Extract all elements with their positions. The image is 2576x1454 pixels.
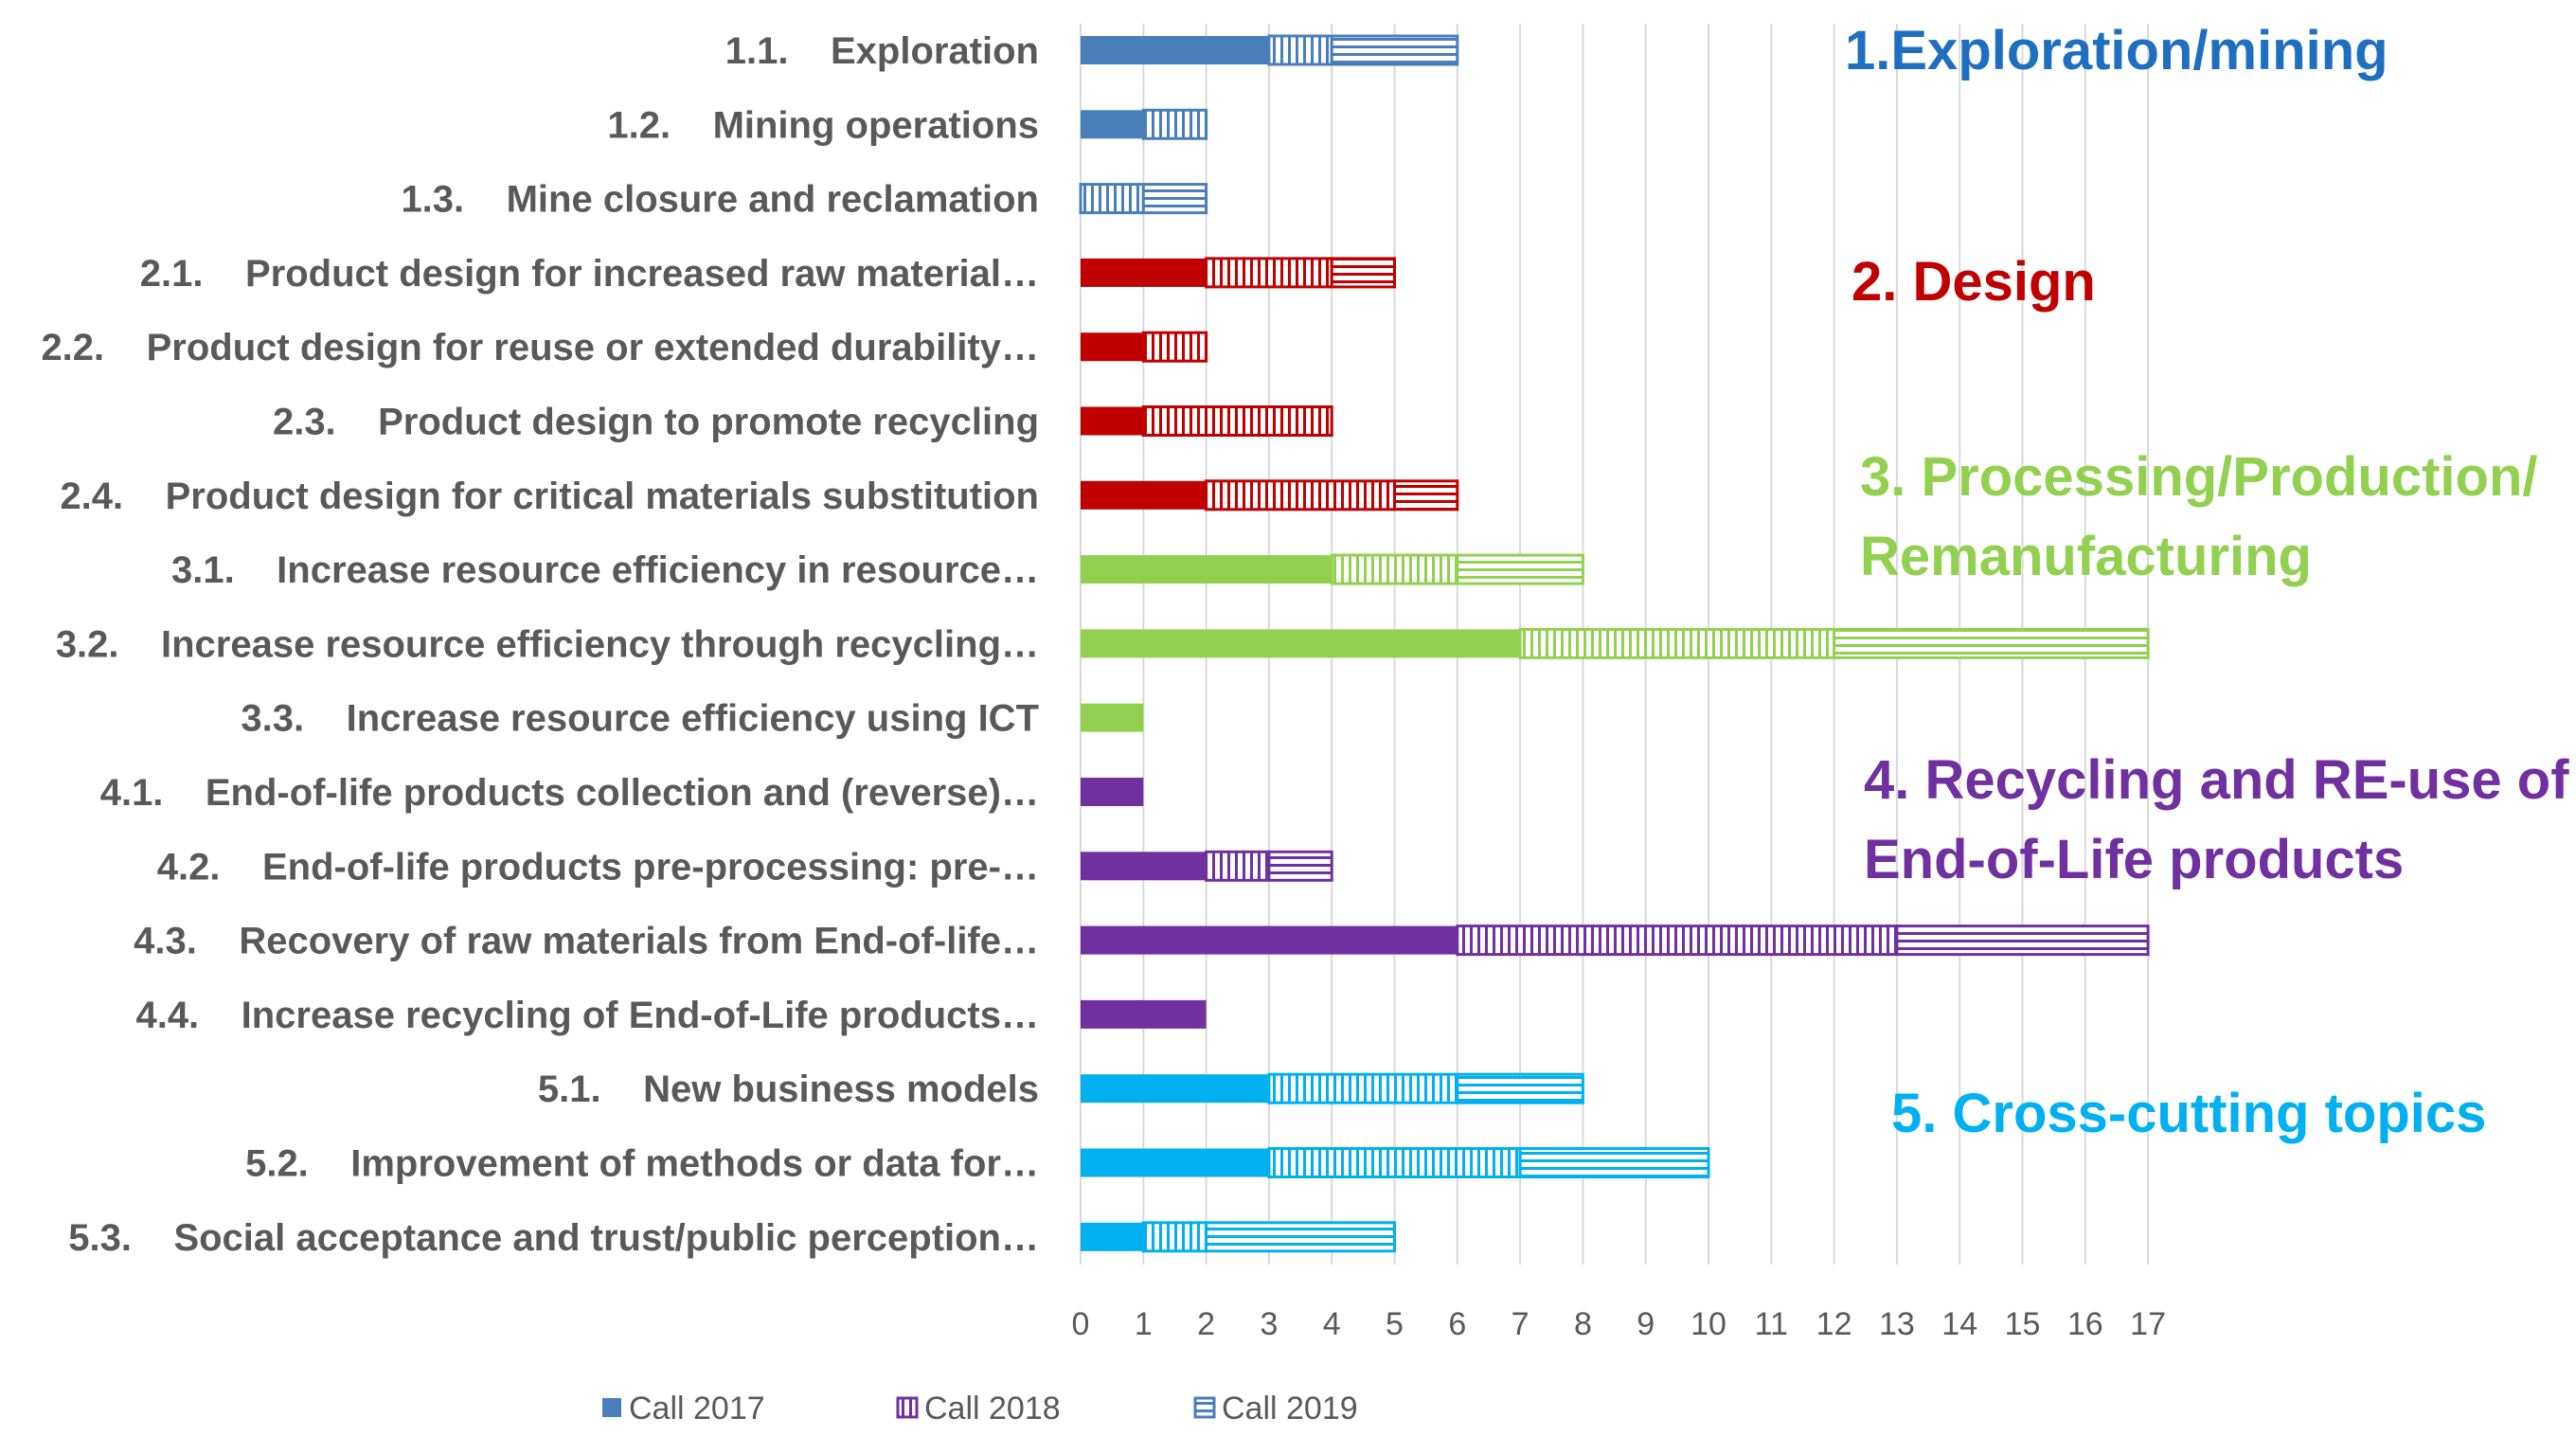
bar-call-2018-row-1 — [1267, 34, 1333, 66]
x-tick-label: 2 — [1197, 1306, 1215, 1342]
group-label-3-line-2: Remanufacturing — [1860, 526, 2312, 587]
bar-call-2017-row-2 — [1081, 110, 1144, 139]
bar-call-2019-row-13 — [1895, 924, 2150, 957]
bar-call-2018-row-6 — [1141, 405, 1333, 437]
x-tick-label: 9 — [1637, 1306, 1655, 1342]
bar-call-2017-row-9 — [1081, 629, 1521, 658]
group-label-4-line-1: 4. Recycling and RE-use of — [1864, 749, 2569, 811]
bar-call-2018-row-12 — [1205, 850, 1271, 882]
category-label: 4.3. Recovery of raw materials from End-… — [134, 921, 1039, 962]
bar-call-2018-row-4 — [1205, 257, 1333, 289]
x-tick-label: 16 — [2067, 1306, 2103, 1342]
x-tick-label: 10 — [1690, 1306, 1726, 1342]
bar-call-2017-row-11 — [1081, 778, 1144, 806]
category-label: 2.4. Product design for critical materia… — [60, 476, 1039, 517]
bar-call-2017-row-16 — [1081, 1148, 1269, 1177]
legend-swatch-call-2017 — [602, 1398, 621, 1417]
bar-call-2017-row-7 — [1081, 480, 1207, 510]
category-label: 3.2. Increase resource efficiency throug… — [56, 623, 1039, 665]
category-labels: 1.1. Exploration 1.2. Mining operations 1.… — [41, 30, 1039, 1259]
bar-call-2017-row-4 — [1081, 258, 1207, 287]
x-tick-label: 17 — [2130, 1306, 2166, 1342]
category-label: 2.3. Product design to promote recycling — [273, 402, 1039, 443]
bar-call-2017-row-8 — [1081, 555, 1333, 584]
bar-call-2019-row-7 — [1393, 479, 1459, 512]
bar-call-2019-row-15 — [1456, 1072, 1584, 1104]
category-label: 3.1. Increase resource efficiency in res… — [171, 549, 1039, 591]
group-label-5-line-1: 5. Cross-cutting topics — [1891, 1083, 2486, 1144]
bar-call-2018-row-16 — [1267, 1147, 1522, 1178]
bar-call-2018-row-17 — [1141, 1221, 1208, 1253]
group-label-2-line-1: 2. Design — [1852, 251, 2096, 313]
bar-call-2017-row-10 — [1081, 703, 1144, 732]
x-tick-label: 11 — [1755, 1306, 1788, 1342]
category-label: 5.3. Social acceptance and trust/public … — [68, 1217, 1039, 1259]
legend-label-call-2017: Call 2017 — [629, 1391, 765, 1427]
bar-call-2018-row-5 — [1141, 331, 1208, 363]
category-label: 5.2. Improvement of methods or data for… — [245, 1143, 1039, 1185]
category-label: 2.1. Product design for increased raw ma… — [140, 253, 1039, 295]
x-tick-label: 13 — [1879, 1306, 1915, 1342]
legend-label-call-2018: Call 2018 — [924, 1391, 1061, 1427]
category-label: 3.3. Increase resource efficiency using … — [241, 698, 1039, 740]
legend-swatch-call-2018 — [896, 1396, 919, 1419]
bar-call-2017-row-5 — [1081, 332, 1144, 362]
bar-call-2018-row-8 — [1330, 553, 1459, 585]
legend: Call 2017 Call 2018 Call 2019 — [602, 1391, 1358, 1427]
x-tick-label: 12 — [1816, 1306, 1852, 1342]
bar-call-2019-row-16 — [1518, 1147, 1710, 1178]
x-tick-label: 4 — [1323, 1306, 1341, 1342]
bar-call-2019-row-1 — [1330, 34, 1459, 66]
legend-label-call-2019: Call 2019 — [1222, 1391, 1358, 1427]
bar-call-2019-row-9 — [1833, 627, 2150, 659]
bar-call-2019-row-12 — [1267, 850, 1333, 882]
group-label-3-line-1: 3. Processing/Production/ — [1860, 446, 2537, 508]
bar-call-2017-row-1 — [1081, 36, 1269, 64]
bar-call-2017-row-15 — [1081, 1074, 1269, 1104]
bar-call-2018-row-15 — [1267, 1072, 1459, 1104]
x-tick-label: 8 — [1574, 1306, 1592, 1342]
bar-call-2018-row-3 — [1079, 183, 1145, 215]
x-tick-label: 5 — [1386, 1306, 1404, 1342]
bars — [1079, 34, 2150, 1253]
bar-call-2017-row-17 — [1081, 1222, 1144, 1251]
x-tick-label: 15 — [2005, 1306, 2041, 1342]
category-label: 4.4. Increase recycling of End-of-Life p… — [135, 995, 1039, 1036]
group-label-4-line-2: End-of-Life products — [1864, 829, 2404, 890]
category-label: 1.3. Mine closure and reclamation — [401, 179, 1039, 221]
group-label-1-line-1: 1.Exploration/mining — [1845, 20, 2388, 81]
bar-call-2017-row-6 — [1081, 406, 1144, 436]
bar-call-2017-row-12 — [1081, 852, 1207, 881]
bar-call-2018-row-7 — [1205, 479, 1396, 512]
category-label: 1.2. Mining operations — [607, 104, 1039, 146]
x-tick-label: 6 — [1448, 1306, 1466, 1342]
category-label: 4.1. End-of-life products collection and… — [100, 772, 1039, 814]
bar-call-2018-row-9 — [1518, 627, 1836, 659]
x-tick-label: 14 — [1941, 1306, 1977, 1342]
x-tick-label: 3 — [1260, 1306, 1278, 1342]
bar-call-2019-row-17 — [1205, 1221, 1396, 1253]
x-tick-label: 7 — [1512, 1306, 1530, 1342]
x-tick-label: 1 — [1135, 1306, 1153, 1342]
category-label: 1.1. Exploration — [725, 30, 1039, 72]
x-axis-ticks: 0 1 2 3 4 5 6 7 8 9 10 11 12 13 14 15 16 17 — [1072, 1306, 2166, 1342]
group-labels: 1.Exploration/mining 2. Design 3. Processi… — [1845, 20, 2569, 1144]
bar-call-2019-row-3 — [1141, 183, 1208, 215]
bar-call-2019-row-4 — [1330, 257, 1396, 289]
x-tick-label: 0 — [1072, 1306, 1090, 1342]
bar-call-2017-row-13 — [1081, 925, 1458, 955]
category-label: 2.2. Product design for reuse or extende… — [41, 327, 1039, 368]
bar-call-2018-row-13 — [1456, 924, 1899, 957]
bar-call-2017-row-14 — [1081, 999, 1207, 1029]
bar-call-2019-row-8 — [1456, 553, 1584, 585]
category-label: 5.1. New business models — [538, 1068, 1039, 1110]
legend-swatch-call-2019 — [1193, 1396, 1216, 1419]
bar-call-2018-row-2 — [1141, 108, 1208, 140]
category-label: 4.2. End-of-life products pre-processing… — [157, 846, 1039, 888]
